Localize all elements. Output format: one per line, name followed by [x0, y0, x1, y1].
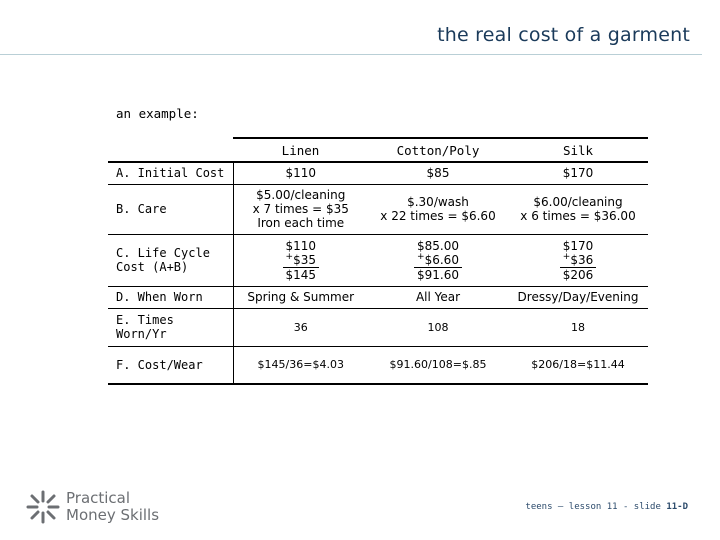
care-silk-line-2: x 6 times = $36.00 — [520, 209, 636, 223]
care-cotton-line-1: $.30/wash — [407, 195, 469, 209]
life-cycle-cotton-b: $6.60 — [424, 252, 459, 267]
cell-initial-cost-silk: $170 — [508, 161, 648, 184]
logo-wordmark: Practical Money Skills — [66, 490, 159, 524]
starburst-logo-icon — [26, 490, 60, 524]
care-linen-line-1: $5.00/cleaning — [256, 188, 346, 202]
title-divider — [0, 54, 702, 55]
life-cycle-linen-total: $145 — [285, 267, 317, 282]
life-cycle-silk-b: $36 — [570, 252, 594, 267]
garment-cost-table: Linen Cotton/Poly Silk A. Initial Cost $… — [108, 137, 648, 385]
logo-line-1: Practical — [66, 489, 131, 507]
life-cycle-linen-a: $110 — [285, 238, 317, 253]
logo-line-2: Money Skills — [66, 506, 160, 524]
cell-when-worn-silk: Dressy/Day/Evening — [508, 285, 648, 308]
care-cotton-line-2: x 22 times = $6.60 — [380, 209, 496, 223]
footer-lesson-text: teens – lesson 11 - slide — [525, 502, 667, 512]
cell-care-silk: $6.00/cleaning x 6 times = $36.00 — [508, 183, 648, 234]
cell-life-cycle-linen: $110 +$35 $145 — [232, 233, 368, 286]
cell-life-cycle-cotton-poly: $85.00 +$6.60 $91.60 — [368, 233, 508, 286]
cell-initial-cost-cotton-poly: $85 — [368, 161, 508, 184]
column-header-silk: Silk — [508, 137, 648, 162]
row-label-times-worn: E. Times Worn/Yr — [108, 307, 233, 346]
care-silk-line-1: $6.00/cleaning — [533, 195, 623, 209]
cell-care-linen: $5.00/cleaning x 7 times = $35 Iron each… — [232, 183, 368, 234]
life-cycle-silk-a: $170 — [562, 238, 594, 253]
life-cycle-cotton-total: $91.60 — [417, 267, 459, 282]
table-row-initial-cost: A. Initial Cost $110 $85 $170 — [108, 161, 648, 184]
cell-cost-per-wear-cotton-poly: $91.60/108=$.85 — [368, 345, 508, 385]
column-header-cotton-poly: Cotton/Poly — [368, 137, 508, 162]
table-row-care: B. Care $5.00/cleaning x 7 times = $35 I… — [108, 183, 648, 234]
care-linen-line-2: x 7 times = $35 — [252, 202, 349, 216]
cell-when-worn-linen: Spring & Summer — [232, 285, 368, 308]
footer-slide-number: 11-D — [666, 502, 688, 512]
header-blank-cell — [108, 138, 233, 162]
cell-initial-cost-linen: $110 — [232, 161, 368, 184]
practical-money-skills-logo: Practical Money Skills — [26, 490, 159, 524]
intro-text: an example: — [116, 106, 199, 121]
table-row-cost-per-wear: F. Cost/Wear $145/36=$4.03 $91.60/108=$.… — [108, 345, 648, 385]
cell-times-worn-silk: 18 — [508, 307, 648, 346]
plus-sign: + — [285, 251, 294, 262]
life-cycle-cotton-a: $85.00 — [417, 238, 459, 253]
row-label-care: B. Care — [108, 183, 233, 234]
table-row-life-cycle: C. Life Cycle Cost (A+B) $110 +$35 $145 … — [108, 233, 648, 286]
table-header-row: Linen Cotton/Poly Silk — [108, 137, 648, 162]
table-row-when-worn: D. When Worn Spring & Summer All Year Dr… — [108, 285, 648, 308]
row-label-life-cycle: C. Life Cycle Cost (A+B) — [108, 233, 233, 286]
cell-cost-per-wear-silk: $206/18=$11.44 — [508, 345, 648, 385]
slide-title: the real cost of a garment — [437, 24, 690, 46]
cell-cost-per-wear-linen: $145/36=$4.03 — [232, 345, 368, 385]
cell-when-worn-cotton-poly: All Year — [368, 285, 508, 308]
cell-care-cotton-poly: $.30/wash x 22 times = $6.60 — [368, 183, 508, 234]
row-label-cost-per-wear: F. Cost/Wear — [108, 345, 233, 385]
table-row-times-worn: E. Times Worn/Yr 36 108 18 — [108, 307, 648, 346]
row-label-initial-cost: A. Initial Cost — [108, 161, 233, 184]
life-cycle-silk-total: $206 — [562, 267, 594, 282]
care-linen-line-3: Iron each time — [257, 216, 345, 230]
slide-footer: teens – lesson 11 - slide 11-D — [525, 502, 688, 512]
cell-times-worn-cotton-poly: 108 — [368, 307, 508, 346]
row-label-when-worn: D. When Worn — [108, 285, 233, 308]
life-cycle-linen-b: $35 — [293, 252, 316, 267]
plus-sign: + — [562, 251, 571, 262]
plus-sign: + — [417, 251, 425, 262]
cell-life-cycle-silk: $170 +$36 $206 — [508, 233, 648, 286]
column-header-linen: Linen — [233, 137, 368, 162]
cell-times-worn-linen: 36 — [232, 307, 368, 346]
